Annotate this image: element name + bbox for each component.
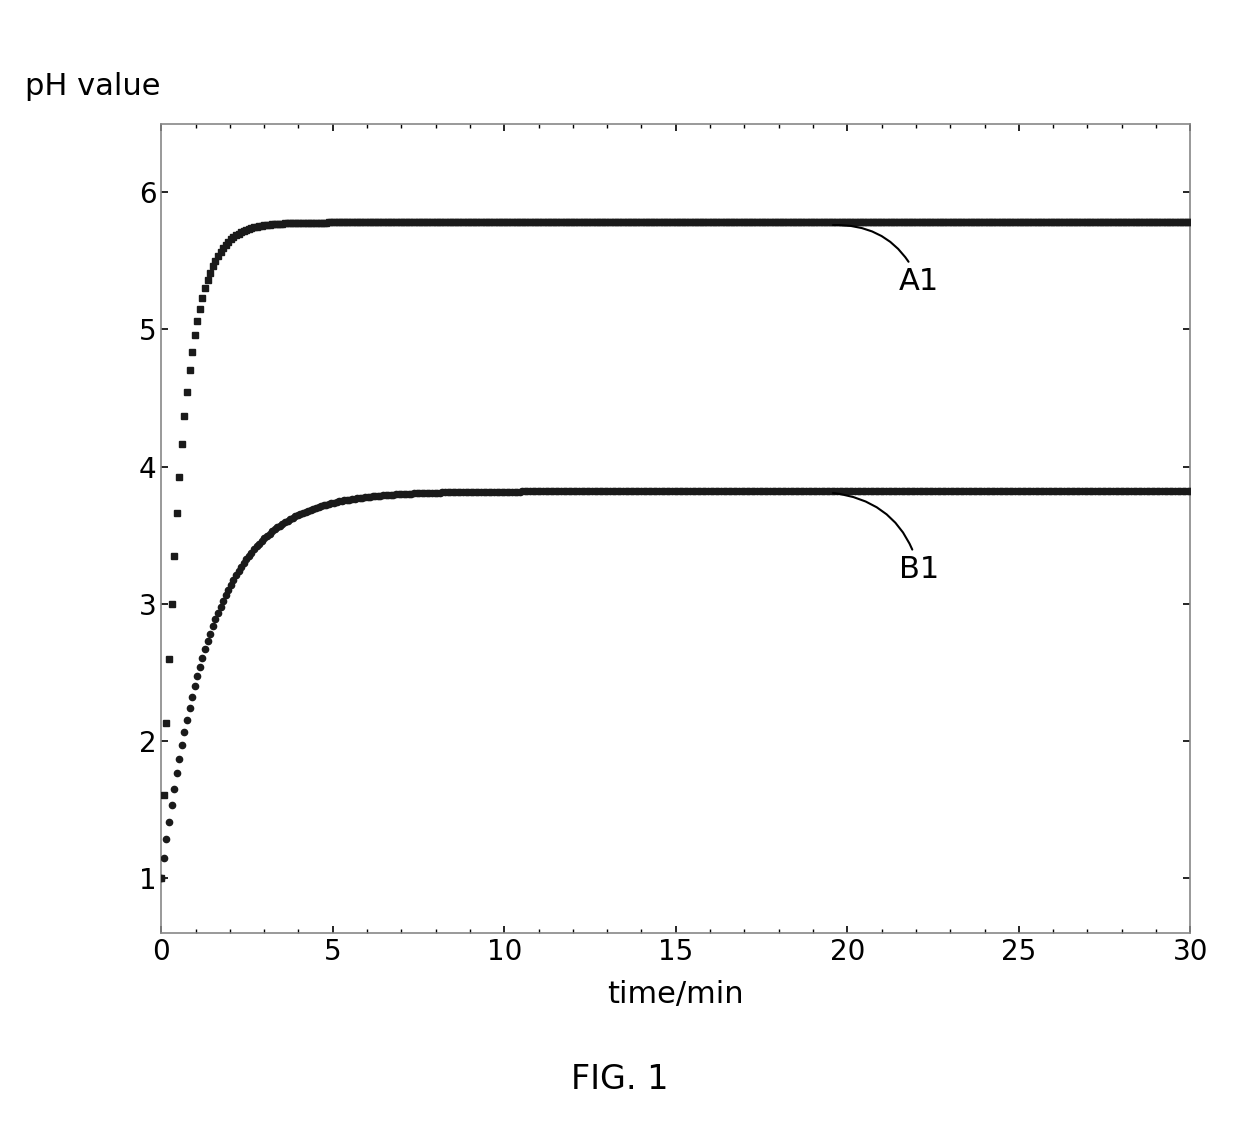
Text: B1: B1 bbox=[833, 493, 939, 584]
Text: A1: A1 bbox=[833, 225, 939, 296]
X-axis label: time/min: time/min bbox=[608, 980, 744, 1008]
Text: pH value: pH value bbox=[25, 72, 160, 101]
Text: FIG. 1: FIG. 1 bbox=[572, 1062, 668, 1096]
